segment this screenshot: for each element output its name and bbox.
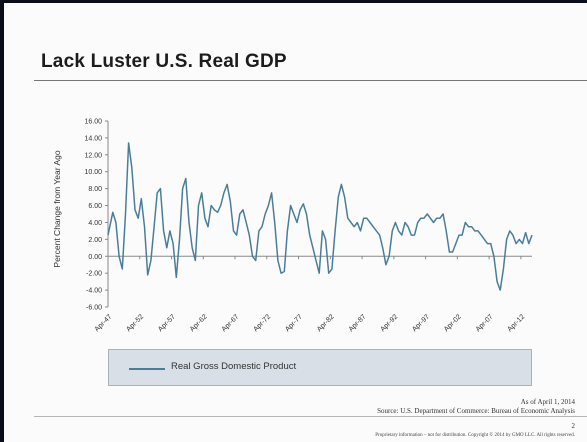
copyright-footer: Proprietary information – not for distri… xyxy=(375,433,575,438)
chart-legend: Real Gross Domestic Product xyxy=(108,349,532,386)
y-axis: 16.00 14.00 12.00 10.00 8.00 6.00 4.00 2.00 0.00… xyxy=(84,119,109,312)
y-axis-label: Percent Change from Year Ago xyxy=(52,150,62,267)
footer-divider xyxy=(34,416,587,417)
x-tick-label: Apr-92 xyxy=(379,313,399,333)
source-note: Source: U.S. Department of Commerce: Bur… xyxy=(377,407,575,415)
slide-title: Lack Luster U.S. Real GDP xyxy=(41,51,287,72)
y-tick-label: 10.00 xyxy=(84,169,102,176)
y-tick-label: 0.00 xyxy=(88,254,102,261)
x-tick-label: Apr-87 xyxy=(348,313,368,333)
y-tick-label: 4.00 xyxy=(88,220,102,227)
x-tick-label: Apr-57 xyxy=(157,313,177,333)
x-tick-label: Apr-67 xyxy=(221,313,241,333)
x-axis: Apr-47 Apr-52 Apr-57 Apr-62 Apr-67 Apr-72 Apr-… xyxy=(94,255,532,333)
legend-label-real-gdp: Real Gross Domestic Product xyxy=(171,361,297,372)
gdp-line-chart: 16.00 14.00 12.00 10.00 8.00 6.00 4.00 2.00 0.00… xyxy=(52,119,533,333)
title-divider xyxy=(34,80,587,81)
x-tick-label: Apr-62 xyxy=(189,313,209,333)
y-tick-label: 6.00 xyxy=(88,203,102,210)
y-tick-label: -2.00 xyxy=(86,271,102,278)
series-group xyxy=(107,142,533,291)
x-tick-label: Apr-72 xyxy=(252,313,272,333)
y-tick-label: 12.00 xyxy=(84,152,102,159)
x-tick-label: Apr-02 xyxy=(443,313,463,333)
y-tick-label: -4.00 xyxy=(86,288,102,295)
slide: Lack Luster U.S. Real GDP 16.00 14.00 12.0… xyxy=(4,3,587,442)
y-tick-label: 2.00 xyxy=(88,237,102,244)
x-tick-label: Apr-52 xyxy=(125,313,145,333)
y-tick-label: -6.00 xyxy=(86,305,102,312)
x-tick-label: Apr-07 xyxy=(475,313,495,333)
legend-line-swatch xyxy=(129,368,165,370)
y-tick-label: 16.00 xyxy=(84,119,102,126)
x-tick-label: Apr-82 xyxy=(316,313,336,333)
x-tick-label: Apr-97 xyxy=(411,313,431,333)
y-tick-label: 14.00 xyxy=(84,135,102,142)
as-of-date: As of April 1, 2014 xyxy=(520,398,575,406)
x-tick-label: Apr-47 xyxy=(94,313,114,333)
x-tick-label: Apr-12 xyxy=(506,313,526,333)
series-line-real-gdp xyxy=(107,142,533,291)
page-number: 2 xyxy=(571,422,576,430)
x-tick-label: Apr-77 xyxy=(284,313,304,333)
y-tick-label: 8.00 xyxy=(88,186,102,193)
